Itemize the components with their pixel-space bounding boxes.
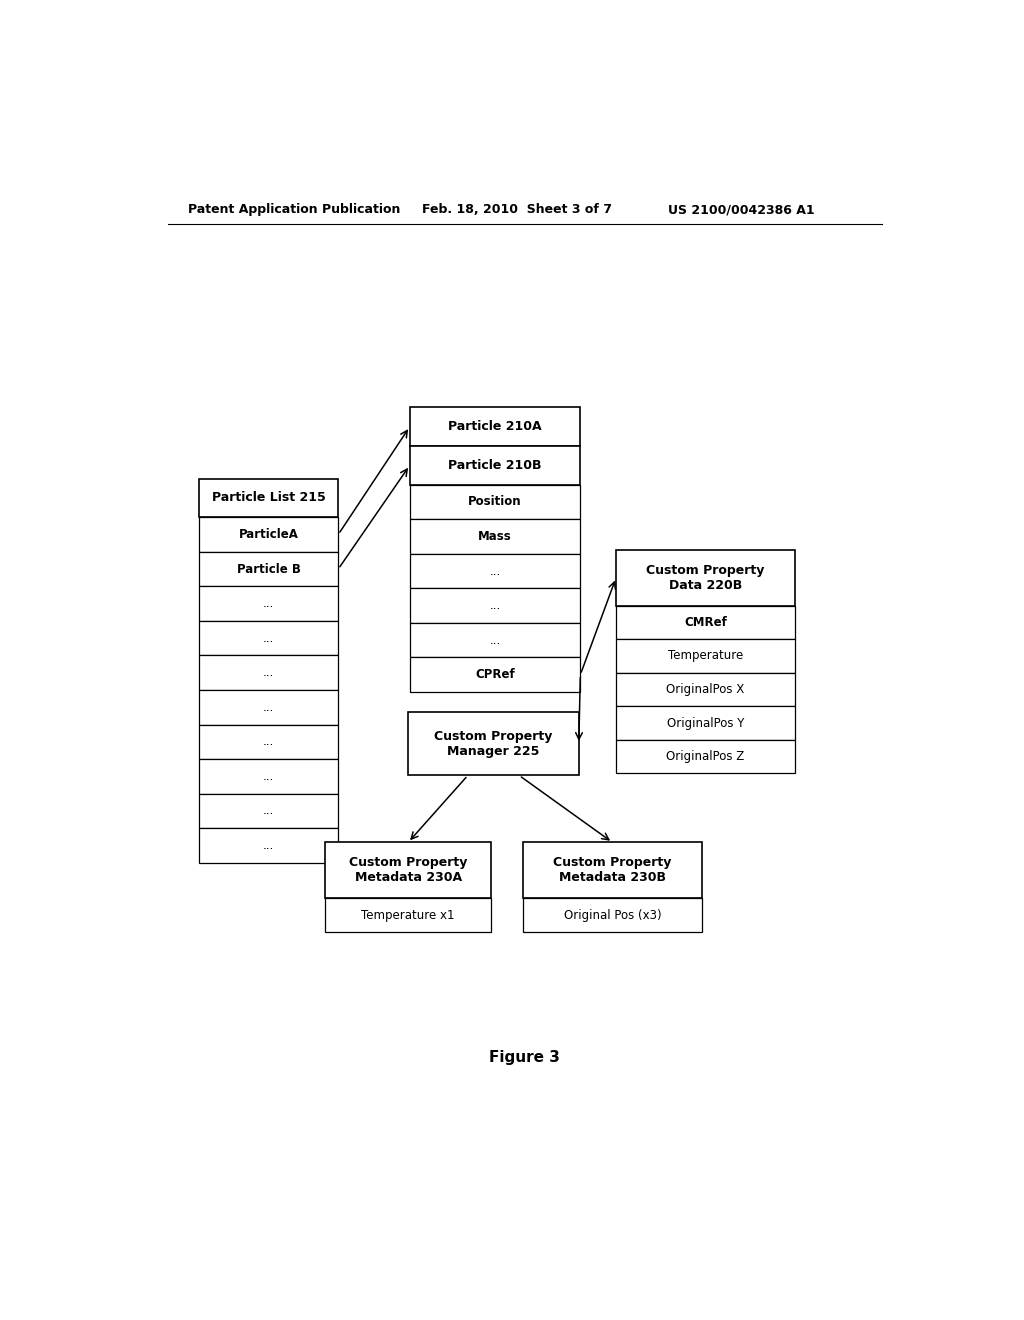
Bar bbox=[200, 552, 338, 586]
Text: Custom Property
Metadata 230B: Custom Property Metadata 230B bbox=[553, 857, 672, 884]
Text: Mass: Mass bbox=[478, 531, 512, 543]
Text: Custom Property
Data 220B: Custom Property Data 220B bbox=[646, 564, 765, 591]
Bar bbox=[200, 828, 338, 863]
Bar bbox=[523, 842, 701, 899]
Bar bbox=[200, 620, 338, 656]
Text: Original Pos (x3): Original Pos (x3) bbox=[563, 908, 662, 921]
Text: Position: Position bbox=[468, 495, 522, 508]
Bar bbox=[200, 793, 338, 828]
Bar bbox=[200, 759, 338, 793]
Bar bbox=[410, 446, 581, 484]
Text: CMRef: CMRef bbox=[684, 616, 727, 628]
Text: OriginalPos Y: OriginalPos Y bbox=[667, 717, 744, 730]
Text: ...: ... bbox=[263, 735, 274, 748]
Bar bbox=[410, 623, 581, 657]
Bar bbox=[523, 899, 701, 932]
Text: Particle 210B: Particle 210B bbox=[449, 459, 542, 471]
Bar bbox=[616, 639, 795, 673]
Bar bbox=[409, 713, 579, 775]
Bar bbox=[410, 408, 581, 446]
Bar bbox=[200, 725, 338, 759]
Bar bbox=[200, 586, 338, 620]
Bar bbox=[200, 479, 338, 517]
Bar bbox=[410, 554, 581, 589]
Text: Particle 210A: Particle 210A bbox=[449, 420, 542, 433]
Text: Temperature: Temperature bbox=[668, 649, 743, 663]
Text: Figure 3: Figure 3 bbox=[489, 1051, 560, 1065]
Text: ...: ... bbox=[489, 599, 501, 612]
Text: Particle List 215: Particle List 215 bbox=[212, 491, 326, 504]
Bar bbox=[410, 484, 581, 519]
Text: ...: ... bbox=[263, 632, 274, 644]
Bar bbox=[325, 899, 492, 932]
Text: Feb. 18, 2010  Sheet 3 of 7: Feb. 18, 2010 Sheet 3 of 7 bbox=[422, 203, 611, 216]
Bar bbox=[200, 656, 338, 690]
Text: US 2100/0042386 A1: US 2100/0042386 A1 bbox=[668, 203, 814, 216]
Bar bbox=[200, 690, 338, 725]
Text: ...: ... bbox=[263, 804, 274, 817]
Text: ...: ... bbox=[263, 770, 274, 783]
Text: ...: ... bbox=[489, 565, 501, 578]
Text: ...: ... bbox=[263, 597, 274, 610]
Text: Temperature x1: Temperature x1 bbox=[361, 908, 455, 921]
Bar bbox=[200, 517, 338, 552]
Text: ...: ... bbox=[263, 701, 274, 714]
Text: ...: ... bbox=[489, 634, 501, 647]
Text: Patent Application Publication: Patent Application Publication bbox=[187, 203, 400, 216]
Bar bbox=[616, 739, 795, 774]
Bar bbox=[410, 589, 581, 623]
Bar bbox=[616, 673, 795, 706]
Text: ...: ... bbox=[263, 667, 274, 680]
Text: OriginalPos Z: OriginalPos Z bbox=[667, 750, 744, 763]
Bar bbox=[325, 842, 492, 899]
Bar bbox=[616, 706, 795, 739]
Text: ...: ... bbox=[263, 840, 274, 851]
Bar bbox=[410, 519, 581, 554]
Text: Custom Property
Metadata 230A: Custom Property Metadata 230A bbox=[349, 857, 467, 884]
Text: ParticleA: ParticleA bbox=[239, 528, 299, 541]
Text: Custom Property
Manager 225: Custom Property Manager 225 bbox=[434, 730, 553, 758]
Text: CPRef: CPRef bbox=[475, 668, 515, 681]
Text: OriginalPos X: OriginalPos X bbox=[667, 682, 744, 696]
Bar bbox=[410, 657, 581, 692]
Bar bbox=[616, 549, 795, 606]
Text: Particle B: Particle B bbox=[237, 562, 301, 576]
Bar bbox=[616, 606, 795, 639]
